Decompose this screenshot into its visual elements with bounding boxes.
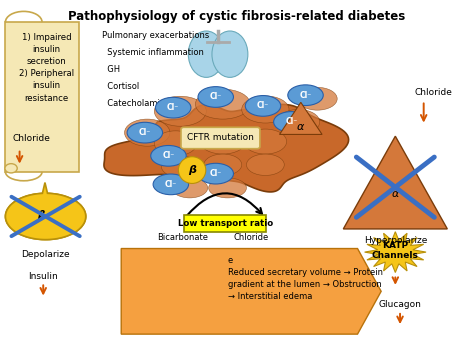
- Text: β: β: [188, 165, 196, 175]
- Ellipse shape: [155, 97, 191, 118]
- Text: Cl⁻: Cl⁻: [210, 169, 222, 178]
- Text: e
Reduced secretary volume → Protein
gradient at the lumen → Obstruction
→ Inter: e Reduced secretary volume → Protein gra…: [228, 256, 383, 301]
- Polygon shape: [280, 102, 322, 134]
- Polygon shape: [5, 183, 86, 240]
- Text: Cl⁻: Cl⁻: [164, 180, 177, 189]
- Ellipse shape: [5, 193, 86, 240]
- FancyBboxPatch shape: [184, 215, 266, 232]
- Ellipse shape: [198, 163, 234, 184]
- Text: Catecholamines: Catecholamines: [102, 100, 175, 108]
- Text: Low transport ratio: Low transport ratio: [178, 219, 273, 228]
- Ellipse shape: [298, 87, 337, 110]
- Text: Cl⁻: Cl⁻: [210, 92, 222, 101]
- Ellipse shape: [155, 96, 206, 126]
- Text: CFTR mutation: CFTR mutation: [187, 134, 254, 142]
- Ellipse shape: [125, 119, 170, 146]
- Ellipse shape: [244, 129, 287, 154]
- Ellipse shape: [242, 96, 289, 123]
- Text: GH: GH: [102, 65, 120, 74]
- Polygon shape: [104, 105, 348, 192]
- Text: β: β: [37, 210, 45, 220]
- Polygon shape: [365, 232, 426, 272]
- Text: α: α: [392, 189, 399, 199]
- Text: Systemic inflammation: Systemic inflammation: [102, 48, 204, 57]
- Text: 1) Impaired
insulin
secretion
2) Peripheral
insulin
resistance: 1) Impaired insulin secretion 2) Periphe…: [19, 33, 74, 102]
- Text: Hyperpolarize: Hyperpolarize: [364, 236, 427, 245]
- Text: Chloride: Chloride: [12, 134, 50, 143]
- Text: Cl⁻: Cl⁻: [300, 91, 311, 100]
- Ellipse shape: [288, 85, 323, 106]
- Text: Cortisol: Cortisol: [102, 82, 139, 91]
- Text: Pulmonary exacerbations: Pulmonary exacerbations: [102, 31, 210, 40]
- Ellipse shape: [246, 154, 284, 175]
- Text: Chloride: Chloride: [234, 233, 269, 242]
- Text: Cl⁻: Cl⁻: [139, 128, 151, 137]
- Ellipse shape: [153, 174, 189, 195]
- Text: Insulin: Insulin: [28, 272, 58, 281]
- Ellipse shape: [209, 178, 246, 198]
- Text: Cl⁻: Cl⁻: [167, 103, 179, 112]
- Ellipse shape: [245, 96, 281, 116]
- Text: Bicarbonate: Bicarbonate: [157, 233, 208, 242]
- Ellipse shape: [195, 89, 250, 119]
- Text: Glucagon: Glucagon: [379, 300, 421, 309]
- Ellipse shape: [273, 112, 309, 132]
- Ellipse shape: [127, 122, 163, 143]
- Polygon shape: [121, 248, 381, 334]
- Ellipse shape: [188, 31, 224, 77]
- Text: Cl⁻: Cl⁻: [285, 117, 298, 126]
- Ellipse shape: [277, 110, 319, 134]
- Text: Cl⁻: Cl⁻: [257, 101, 269, 110]
- Ellipse shape: [172, 178, 208, 198]
- Polygon shape: [343, 136, 447, 229]
- Text: Depolarize: Depolarize: [21, 250, 70, 259]
- Ellipse shape: [204, 154, 242, 175]
- Ellipse shape: [200, 129, 246, 154]
- Text: Chloride: Chloride: [414, 88, 452, 97]
- Ellipse shape: [212, 31, 248, 77]
- Ellipse shape: [178, 157, 206, 183]
- Ellipse shape: [155, 131, 197, 156]
- Text: α: α: [297, 122, 304, 132]
- Text: Cl⁻: Cl⁻: [163, 151, 174, 160]
- Text: KATP
Channels: KATP Channels: [372, 241, 419, 260]
- Ellipse shape: [198, 87, 234, 107]
- Text: Pathophysiology of cystic fibrosis-related diabetes: Pathophysiology of cystic fibrosis-relat…: [68, 10, 406, 23]
- Circle shape: [5, 164, 17, 173]
- Ellipse shape: [161, 156, 199, 177]
- Ellipse shape: [151, 145, 186, 166]
- FancyBboxPatch shape: [181, 127, 260, 149]
- FancyBboxPatch shape: [5, 22, 79, 172]
